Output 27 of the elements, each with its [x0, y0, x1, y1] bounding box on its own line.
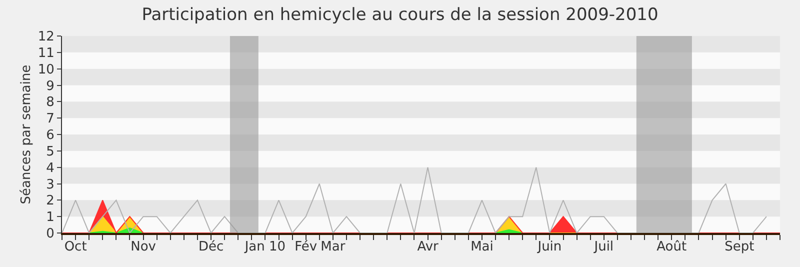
- x-tick-label: Juin: [536, 240, 562, 255]
- x-tick-label: Août: [656, 240, 687, 255]
- y-tick-label: 8: [46, 95, 54, 110]
- y-tick-label: 4: [46, 160, 54, 176]
- chart-title: Participation en hemicycle au cours de la session 2009-2010: [142, 4, 658, 25]
- x-tick-label: Jan 10: [244, 240, 286, 255]
- y-tick-label: 9: [46, 78, 54, 94]
- y-tick-label: 11: [38, 46, 54, 61]
- x-tick-label: Nov: [130, 240, 156, 255]
- x-tick-label: Mar: [320, 240, 346, 255]
- y-axis-title: Séances par semaine: [18, 64, 34, 204]
- x-tick-label: Avr: [417, 240, 440, 255]
- x-tick-label: Mai: [470, 240, 494, 255]
- y-tick-label: 12: [38, 30, 54, 45]
- y-tick-label: 6: [46, 128, 54, 144]
- y-tick-label: 3: [46, 177, 54, 192]
- x-tick-label: Déc: [198, 240, 224, 255]
- y-tick-label: 7: [46, 112, 54, 127]
- y-tick-label: 10: [38, 62, 54, 78]
- x-tick-label: Fév: [294, 240, 318, 255]
- y-tick-label: 5: [46, 144, 54, 160]
- y-tick-label: 0: [46, 226, 54, 242]
- y-tick-label: 1: [46, 210, 54, 226]
- x-tick-label: Juil: [593, 240, 614, 255]
- y-tick-label: 2: [46, 194, 54, 209]
- x-tick-label: Oct: [64, 240, 87, 255]
- x-tick-label: Sept: [724, 240, 754, 255]
